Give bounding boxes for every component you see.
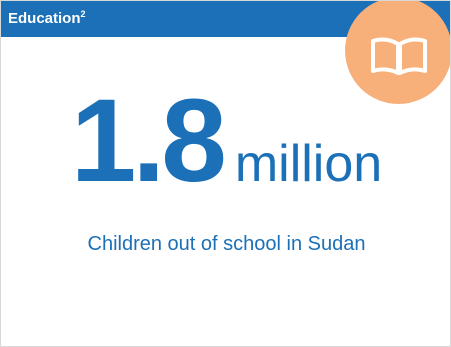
stat-unit: million xyxy=(234,135,383,193)
card-title: Education2 xyxy=(8,9,86,28)
card-title-text: Education xyxy=(8,10,81,27)
stat-row: 1.8 million xyxy=(1,81,450,201)
stat-value: 1.8 xyxy=(70,75,227,207)
icon-badge xyxy=(345,1,450,104)
footnote-marker: 2 xyxy=(80,9,86,19)
stat-caption: Children out of school in Sudan xyxy=(87,233,366,255)
open-book-icon xyxy=(371,37,427,75)
